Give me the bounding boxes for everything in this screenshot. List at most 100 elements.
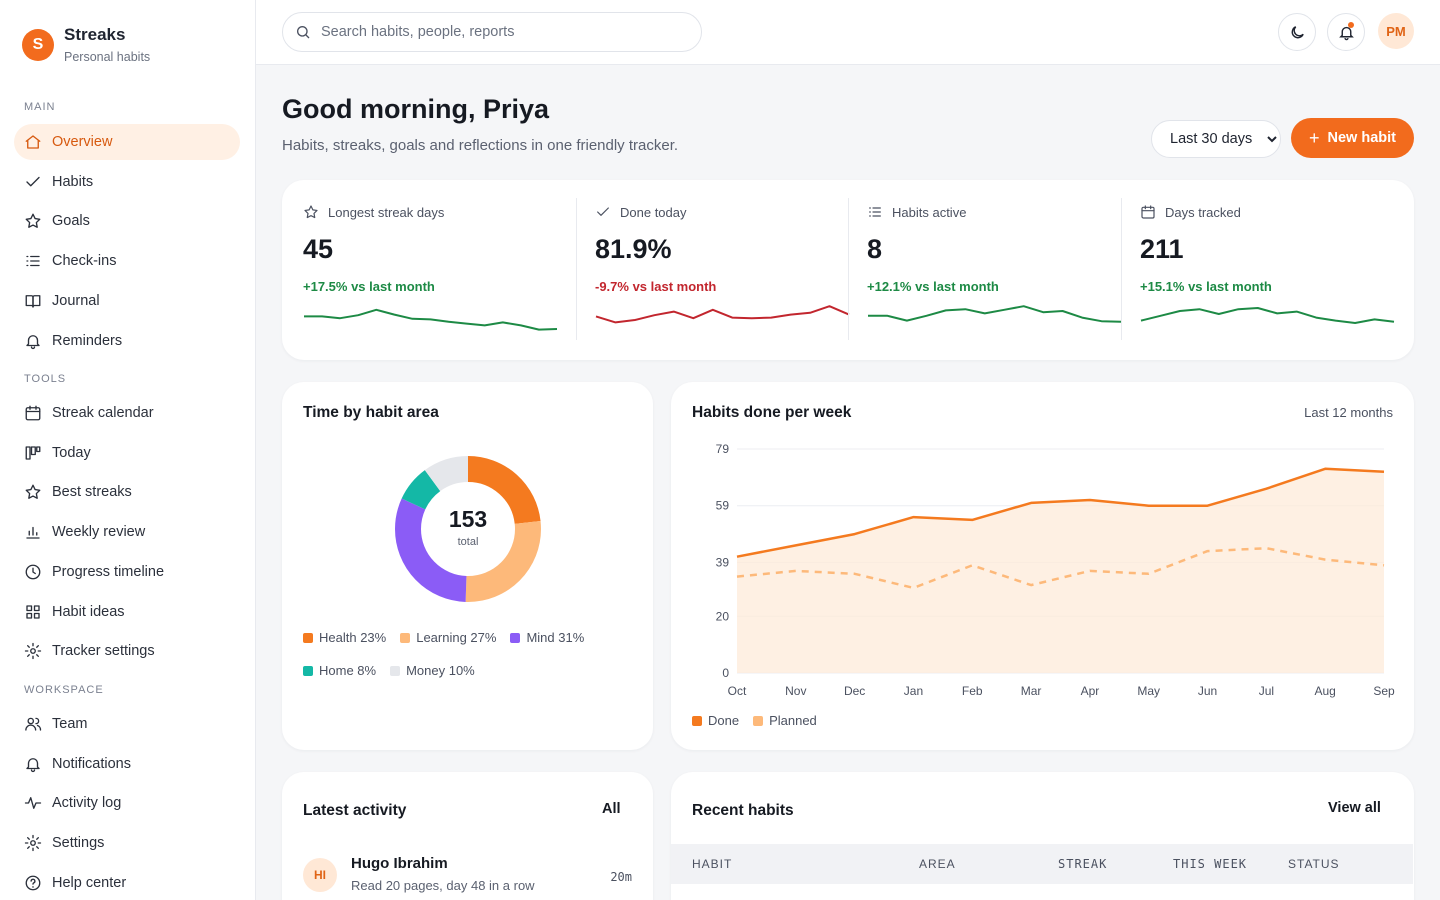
nav-section-tools: TOOLS [24,373,67,385]
sidebar-item-help-center[interactable]: Help center [14,865,240,900]
sidebar-item-best-streaks[interactable]: Best streaks [14,474,240,510]
sidebar-item-overview[interactable]: Overview [14,124,240,160]
star-icon [25,213,41,229]
sidebar-item-label: Tracker settings [52,643,155,660]
sidebar-item-notifications[interactable]: Notifications [14,746,240,782]
donut-total: 153 [449,506,487,532]
moon-icon [1291,25,1304,38]
bell-icon [26,334,40,349]
brand-subtitle: Personal habits [64,50,151,64]
column-header-area[interactable]: AREA [919,857,956,871]
weekly-chart-period: Last 12 months [1304,405,1393,420]
notifications-button[interactable] [1327,13,1365,51]
kpi-longest-streak-days[interactable]: Longest streak days 45 +17.5% vs last mont… [303,200,558,340]
brand[interactable]: S Streaks Personal habits [22,26,150,64]
sidebar-item-reminders[interactable]: Reminders [14,323,240,359]
kanban-icon [25,446,41,460]
sidebar-item-goals[interactable]: Goals [14,203,240,239]
kpi-days-tracked[interactable]: Days tracked 211 +15.1% vs last month [1140,200,1395,340]
legend-label: Planned [769,713,817,728]
weekly-legend: Done Planned [692,713,831,728]
legend-swatch [753,715,764,726]
activity-user-name: Hugo Ibrahim [351,855,448,872]
kpi-label-row: Days tracked [1140,204,1395,220]
sparkline-series [304,308,558,331]
sidebar-item-check-ins[interactable]: Check-ins [14,243,240,279]
kpi-habits-active[interactable]: Habits active 8 +12.1% vs last month [867,200,1122,340]
legend-swatch [692,715,702,726]
kpi-value: 8 [867,234,883,264]
search-icon [297,26,310,39]
search-input[interactable] [321,24,681,40]
legend-item-home: Home 8% [303,663,376,678]
user-avatar[interactable]: PM [1378,13,1414,49]
y-tick-label: 0 [722,666,729,680]
page-subtitle: Habits, streaks, goals and reflections i… [282,137,679,154]
sidebar-item-label: Notifications [52,755,131,772]
donut-slice-mind[interactable] [395,456,541,602]
legend-label: Home 8% [319,663,377,678]
sidebar-item-label: Today [52,444,91,461]
column-header-status[interactable]: STATUS [1288,857,1340,871]
view-all-link[interactable]: View all [1328,800,1381,816]
new-habit-button[interactable]: + New habit [1291,118,1414,158]
kpi-sparkline [868,305,1122,323]
sparkline-series [1140,307,1395,324]
donut-total-label: total [458,536,479,548]
sidebar-item-activity-log[interactable]: Activity log [14,785,240,821]
kpi-value: 81.9% [595,234,672,264]
activity-all-link[interactable]: All [602,801,621,817]
x-tick-label: Dec [844,684,865,698]
activity-item[interactable]: Hugo Ibrahim Read 20 pages, day 48 in a … [351,855,535,893]
series-line-done[interactable] [736,467,1385,558]
calendar-icon [25,405,41,421]
clock-icon [25,564,41,580]
x-tick-label: Sep [1373,684,1395,698]
search-box[interactable] [282,12,702,52]
sidebar-item-label: Progress timeline [52,563,165,580]
sidebar-item-label: Team [52,716,88,732]
legend-item-planned: Planned [753,713,817,728]
x-tick-label: May [1137,684,1160,698]
kpi-divider [848,198,849,340]
sidebar-item-weekly-review[interactable]: Weekly review [14,514,240,550]
sidebar-item-today[interactable]: Today [14,435,240,471]
weekly-chart-card: Habits done per week Last 12 months 0 20 3… [671,382,1414,750]
sidebar-item-habit-ideas[interactable]: Habit ideas [14,594,240,630]
y-tick-label: 59 [716,499,730,513]
nav-section-workspace: WORKSPACE [24,684,104,696]
sidebar-item-tracker-settings[interactable]: Tracker settings [14,633,240,669]
kpi-done-today[interactable]: Done today 81.9% -9.7% vs last month [595,200,850,340]
column-header-habit[interactable]: HABIT [692,857,733,871]
column-header-this-week[interactable]: THIS WEEK [1173,857,1248,871]
x-tick-label: Jan [904,684,923,698]
sidebar-item-journal[interactable]: Journal [14,283,240,319]
series-line-planned[interactable] [736,546,1385,590]
sidebar-item-settings[interactable]: Settings [14,825,240,861]
sidebar-item-label: Check-ins [52,253,117,270]
x-tick-label: Aug [1315,684,1336,698]
bell-icon [26,757,40,772]
bar-chart-icon [26,526,40,539]
theme-toggle-button[interactable] [1278,13,1316,51]
legend-label: Money 10% [406,663,475,678]
legend-swatch [510,632,521,643]
done-area [737,468,1384,673]
legend-label: Health 23% [319,630,387,645]
x-tick-label: Oct [728,684,747,698]
donut-legend: Health 23% Learning 27% Mind 31% [303,630,598,645]
legend-label: Mind 31% [526,630,585,645]
sidebar-item-team[interactable]: Team [14,706,240,742]
date-range-select[interactable]: Last 30 days [1151,120,1281,158]
legend-item-done: Done [692,713,739,728]
sidebar-item-label: Goals [52,213,90,230]
kpi-sparkline [595,305,850,324]
sidebar-item-streak-calendar[interactable]: Streak calendar [14,395,240,431]
donut-slice-money[interactable] [395,456,541,602]
brand-name: Streaks [64,25,126,44]
sidebar-item-habits[interactable]: Habits [14,164,240,200]
x-tick-label: Apr [1081,684,1100,698]
donut-slice-learning[interactable] [395,456,541,602]
column-header-streak[interactable]: STREAK [1058,857,1108,871]
sidebar-item-progress-timeline[interactable]: Progress timeline [14,554,240,590]
